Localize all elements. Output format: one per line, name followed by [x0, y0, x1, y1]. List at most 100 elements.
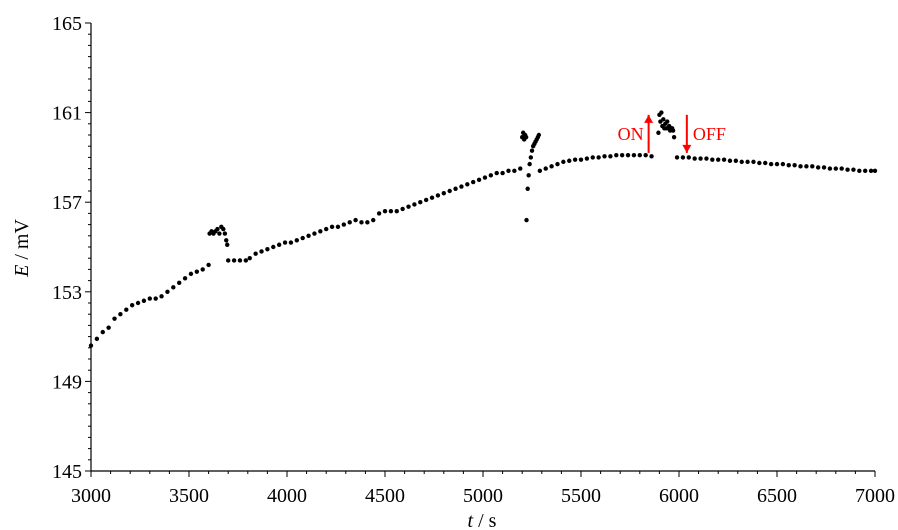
data-point: [704, 156, 709, 161]
data-point: [659, 110, 664, 115]
data-point: [94, 336, 100, 342]
x-tick-label: 4000: [267, 485, 307, 507]
data-point: [572, 157, 578, 162]
data-point: [643, 152, 648, 158]
data-point: [625, 152, 631, 158]
x-tick-label: 3500: [169, 485, 209, 507]
data-point: [394, 208, 399, 214]
data-point: [147, 296, 152, 301]
data-point: [528, 155, 534, 160]
data-point: [543, 166, 548, 171]
data-point: [692, 156, 697, 161]
y-tick-label: 157: [52, 192, 82, 214]
data-point: [418, 200, 423, 205]
data-point: [247, 256, 252, 261]
data-point: [471, 179, 476, 185]
data-point: [670, 128, 676, 133]
data-point: [365, 220, 370, 225]
data-point: [523, 135, 529, 140]
series-1: [88, 262, 211, 348]
data-point: [774, 161, 780, 167]
series-6: [656, 110, 677, 140]
data-point: [512, 168, 517, 174]
data-point: [294, 238, 299, 243]
data-point: [423, 197, 429, 203]
data-point: [388, 208, 394, 214]
data-point: [447, 188, 452, 194]
annotation-label-off: OFF: [693, 124, 726, 144]
data-point: [710, 157, 715, 162]
data-point: [839, 166, 844, 171]
data-point: [851, 167, 856, 172]
y-axis-title: E / mV: [11, 219, 33, 278]
data-point: [524, 217, 529, 223]
data-point: [231, 258, 237, 263]
data-point: [100, 329, 105, 335]
data-point: [555, 161, 560, 167]
data-point: [868, 168, 874, 174]
data-point: [518, 166, 523, 171]
data-point: [253, 251, 258, 256]
data-point: [224, 238, 229, 243]
x-tick-label: 6000: [659, 485, 699, 507]
data-point: [353, 217, 358, 223]
data-point: [845, 167, 850, 172]
data-point: [271, 244, 276, 250]
data-point: [171, 285, 176, 290]
data-point: [335, 224, 341, 230]
x-tick-label: 4500: [365, 485, 405, 507]
y-tick-label: 145: [52, 461, 82, 483]
data-point: [716, 157, 721, 162]
data-point: [459, 184, 464, 189]
data-point: [661, 117, 666, 122]
data-point: [318, 229, 323, 234]
y-tick-label: 161: [52, 103, 82, 125]
data-point: [506, 168, 511, 174]
data-point: [382, 208, 388, 214]
data-point: [863, 168, 868, 174]
data-point: [376, 211, 382, 216]
data-point: [177, 280, 182, 286]
data-point: [529, 148, 535, 153]
data-point: [225, 242, 230, 247]
data-point: [206, 262, 211, 268]
x-tick-label: 5500: [561, 485, 601, 507]
data-point: [347, 220, 352, 225]
data-point: [226, 258, 231, 263]
data-point: [165, 289, 170, 294]
y-tick-label: 165: [52, 13, 82, 35]
data-point: [549, 164, 554, 169]
data-point: [757, 160, 762, 166]
data-point: [159, 294, 164, 299]
data-point: [141, 298, 147, 303]
data-point: [602, 154, 607, 159]
data-point: [194, 269, 200, 274]
data-point: [786, 163, 791, 168]
data-point: [412, 202, 417, 207]
data-point: [106, 325, 111, 330]
data-point: [833, 166, 838, 171]
data-point: [614, 152, 619, 158]
data-point: [525, 186, 530, 191]
data-point: [500, 170, 505, 176]
data-point: [727, 158, 733, 163]
data-point: [527, 161, 532, 167]
data-point: [324, 226, 329, 232]
data-point: [112, 316, 117, 321]
x-tick-label: 6500: [757, 485, 797, 507]
data-point: [243, 258, 249, 263]
data-point: [745, 159, 750, 165]
data-point: [637, 152, 642, 158]
data-point: [300, 235, 305, 241]
x-axis-title: t / s: [468, 510, 497, 530]
data-point: [578, 157, 584, 162]
data-point: [288, 240, 294, 245]
data-point: [815, 165, 821, 170]
data-point: [567, 158, 572, 163]
data-point: [649, 154, 654, 159]
data-point: [217, 231, 222, 236]
series-4: [520, 130, 542, 223]
data-point: [306, 233, 311, 238]
data-point: [739, 159, 744, 165]
data-point: [135, 300, 141, 306]
